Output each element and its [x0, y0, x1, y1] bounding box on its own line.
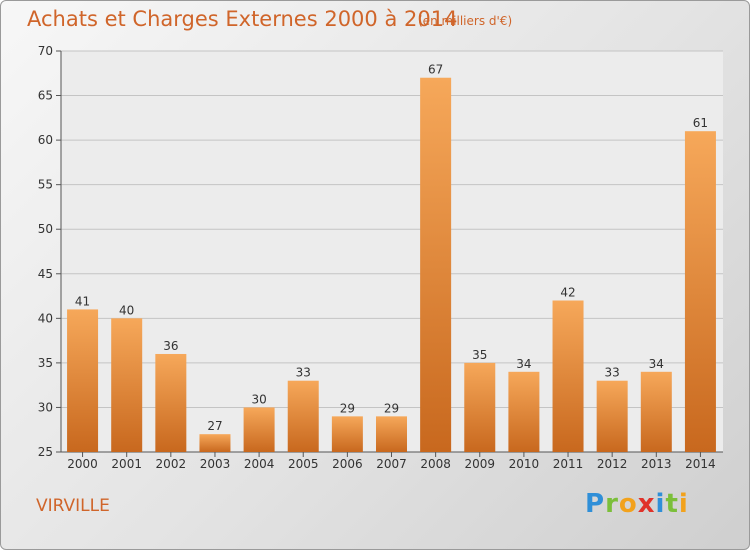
bar-value-label: 42	[560, 286, 575, 300]
bar-2010	[508, 371, 540, 452]
bar-value-label: 40	[119, 303, 134, 317]
bar-2012	[596, 380, 628, 452]
bar-value-label: 36	[163, 339, 178, 353]
y-tick-label: 30	[38, 400, 53, 414]
x-tick-label: 2003	[200, 457, 231, 471]
bar-value-label: 30	[251, 392, 266, 406]
bar-value-label: 34	[516, 357, 531, 371]
bar-2005	[287, 380, 319, 452]
y-tick-label: 25	[38, 445, 53, 459]
bar-value-label: 61	[693, 116, 708, 130]
bar-value-label: 29	[340, 401, 355, 415]
y-tick-label: 55	[38, 178, 53, 192]
bar-2013	[640, 371, 672, 452]
bar-value-label: 33	[605, 366, 620, 380]
x-tick-label: 2010	[509, 457, 540, 471]
bar-2002	[155, 353, 187, 452]
x-tick-label: 2011	[553, 457, 584, 471]
x-tick-label: 2008	[420, 457, 451, 471]
bar-2006	[331, 416, 363, 452]
y-tick-label: 65	[38, 89, 53, 103]
y-tick-label: 40	[38, 311, 53, 325]
chart-subtitle: (en milliers d'€)	[418, 14, 513, 28]
bar-2009	[464, 362, 496, 452]
x-tick-label: 2000	[67, 457, 98, 471]
x-tick-label: 2013	[641, 457, 672, 471]
y-tick-label: 45	[38, 267, 53, 281]
y-tick-label: 60	[38, 133, 53, 147]
proxiti-logo: Proxiti	[585, 489, 689, 519]
x-tick-label: 2012	[597, 457, 628, 471]
x-tick-label: 2004	[244, 457, 275, 471]
x-tick-label: 2002	[156, 457, 187, 471]
x-tick-label: 2014	[685, 457, 716, 471]
bar-2011	[552, 300, 584, 452]
x-tick-label: 2007	[376, 457, 407, 471]
y-tick-label: 70	[38, 44, 53, 58]
bar-2001	[111, 318, 143, 452]
bar-value-label: 67	[428, 63, 443, 77]
bar-2014	[684, 131, 716, 452]
y-tick-label: 50	[38, 222, 53, 236]
bar-2004	[243, 407, 275, 452]
chart-title: Achats et Charges Externes 2000 à 2014	[27, 7, 458, 31]
x-tick-label: 2005	[288, 457, 319, 471]
bar-2008	[420, 77, 452, 452]
bar-2007	[376, 416, 407, 452]
bar-value-label: 34	[649, 357, 664, 371]
bar-value-label: 29	[384, 401, 399, 415]
bar-value-label: 41	[75, 294, 90, 308]
bar-value-label: 33	[296, 366, 311, 380]
x-tick-label: 2001	[111, 457, 142, 471]
x-tick-label: 2009	[464, 457, 495, 471]
place-name: VIRVILLE	[36, 496, 110, 516]
x-tick-label: 2006	[332, 457, 363, 471]
bar-2000	[67, 309, 99, 452]
y-tick-label: 35	[38, 356, 53, 370]
bar-value-label: 27	[207, 419, 222, 433]
bar-value-label: 35	[472, 348, 487, 362]
bar-2003	[199, 434, 231, 452]
